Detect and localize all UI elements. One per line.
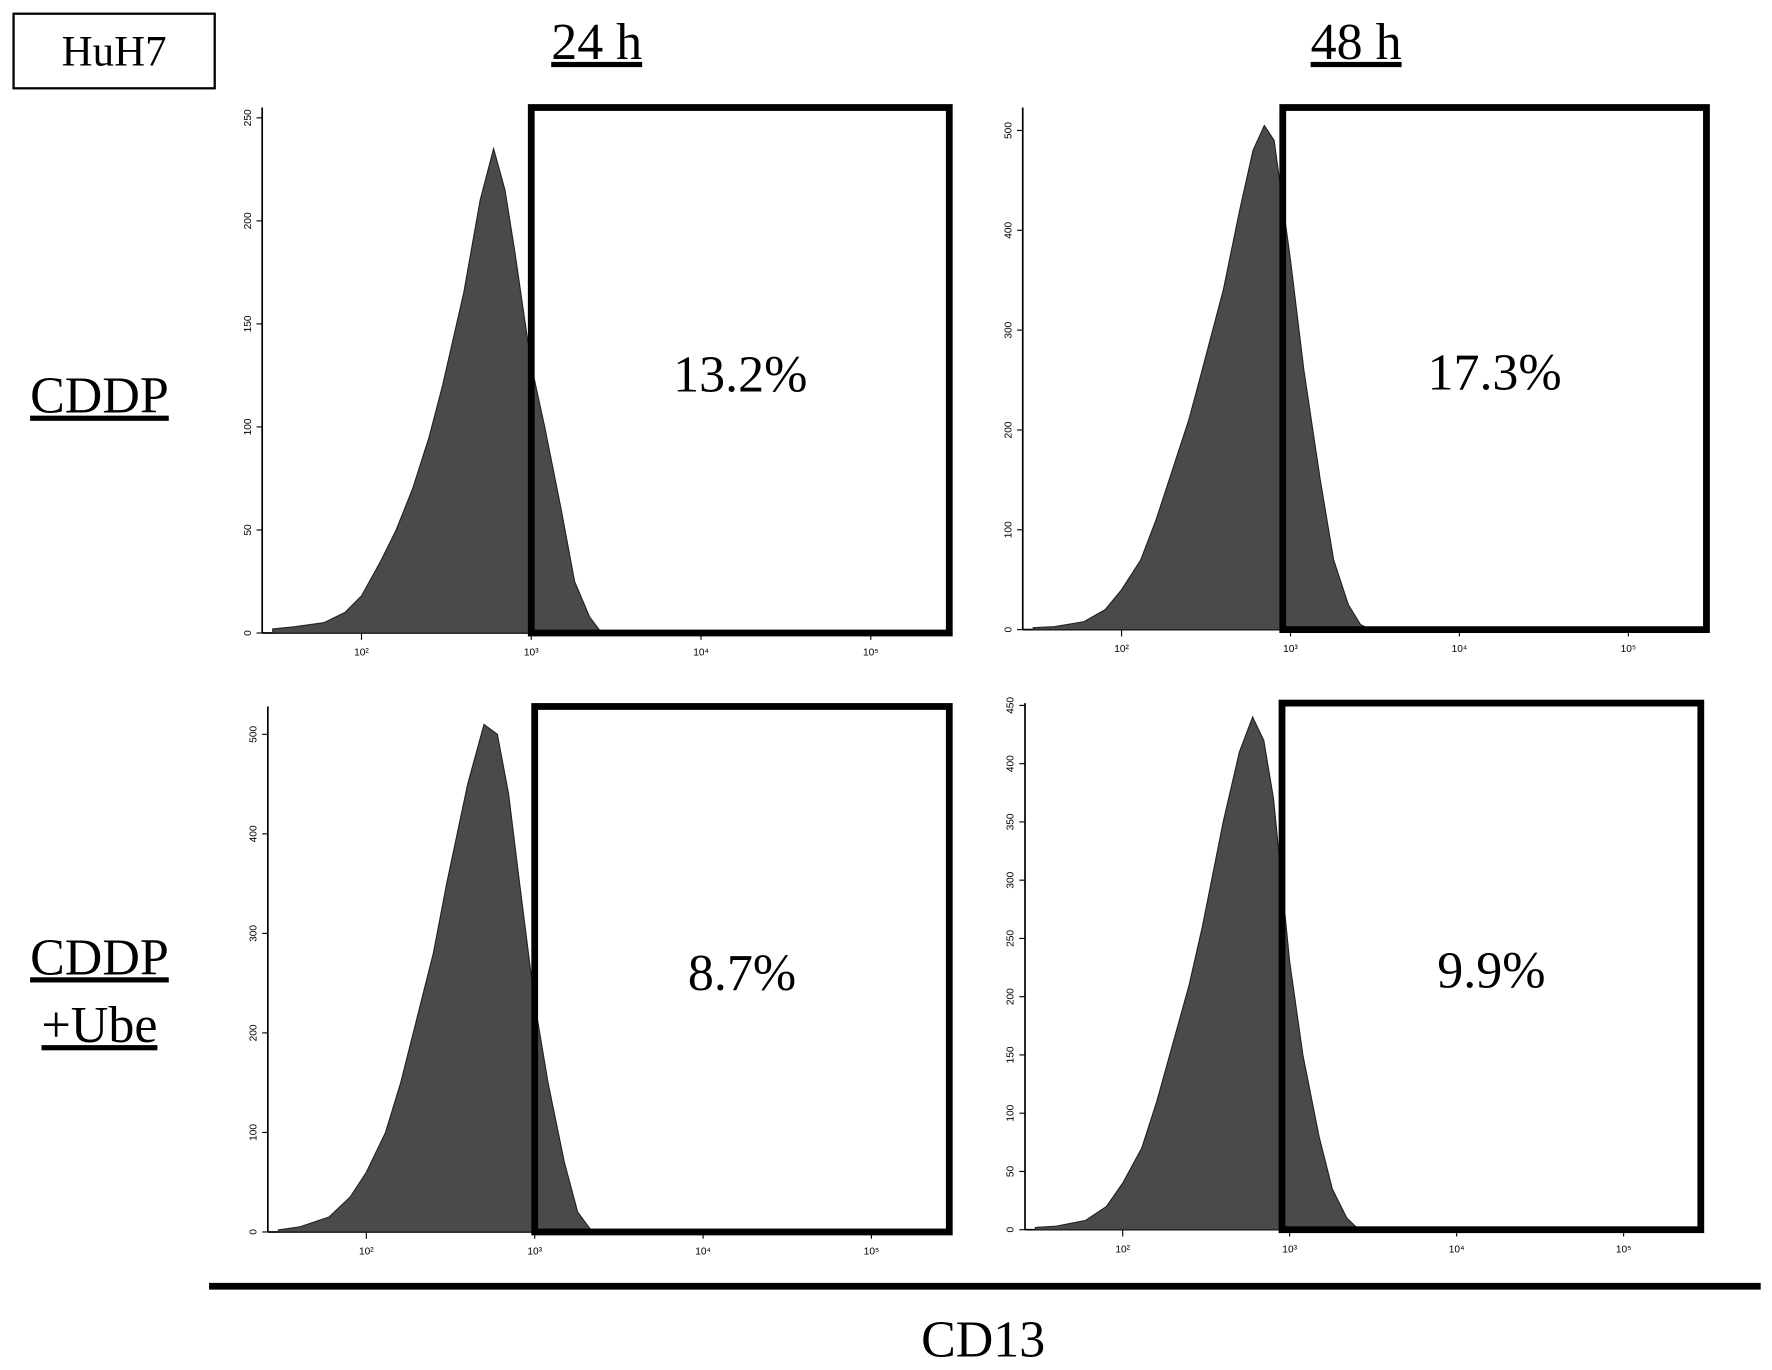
x-tick-label: 10⁴ xyxy=(693,648,709,659)
gate-percentage: 9.9% xyxy=(1437,942,1545,999)
x-tick-label: 10⁴ xyxy=(1452,644,1468,655)
x-tick-label: 10² xyxy=(359,1247,374,1258)
x-tick-label: 10⁴ xyxy=(1449,1244,1465,1255)
y-tick-label: 350 xyxy=(1006,813,1017,830)
x-tick-label: 10⁴ xyxy=(695,1247,711,1258)
x-tick-label: 10⁵ xyxy=(864,1247,880,1258)
histogram xyxy=(1032,124,1372,631)
x-tick-label: 10³ xyxy=(527,1247,542,1258)
x-tick-label: 10² xyxy=(354,648,369,659)
y-tick-label: 300 xyxy=(1006,871,1017,888)
gate xyxy=(531,703,953,1236)
y-tick-label: 50 xyxy=(243,524,254,536)
y-tick-label: 150 xyxy=(1006,1046,1017,1063)
row-label: CDDP xyxy=(30,929,169,986)
gate xyxy=(527,104,953,637)
histogram xyxy=(1034,715,1361,1231)
gate xyxy=(1279,104,1710,634)
column-title: 48 h xyxy=(1311,14,1402,71)
y-tick-label: 300 xyxy=(249,925,260,942)
y-tick-label: 100 xyxy=(1006,1104,1017,1121)
y-tick-label: 0 xyxy=(249,1229,260,1235)
histogram xyxy=(277,723,594,1233)
label-box xyxy=(12,12,216,90)
column-title: 24 h xyxy=(551,14,642,71)
y-tick-label: 100 xyxy=(243,418,254,435)
cell-label: HuH7 xyxy=(62,29,167,76)
y-tick-label: 100 xyxy=(249,1124,260,1141)
y-tick-label: 300 xyxy=(1003,321,1014,338)
y-tick-label: 200 xyxy=(243,212,254,229)
y-tick-label: 200 xyxy=(1006,988,1017,1005)
x-tick-label: 10⁵ xyxy=(863,648,879,659)
y-tick-label: 100 xyxy=(1003,521,1014,538)
y-tick-label: 250 xyxy=(243,109,254,126)
x-tick-label: 10³ xyxy=(1282,1244,1297,1255)
x-tick-label: 10³ xyxy=(524,648,539,659)
x-tick-label: 10² xyxy=(1114,644,1129,655)
y-tick-label: 50 xyxy=(1006,1165,1017,1177)
histogram xyxy=(272,146,603,634)
gate xyxy=(1278,699,1705,1234)
y-tick-label: 200 xyxy=(1003,421,1014,438)
y-tick-label: 150 xyxy=(243,315,254,332)
y-tick-label: 250 xyxy=(1006,930,1017,947)
x-tick-label: 10³ xyxy=(1283,644,1298,655)
y-tick-label: 500 xyxy=(1003,122,1014,139)
x-tick-label: 10⁵ xyxy=(1616,1244,1632,1255)
x-axis-label: CD13 xyxy=(921,1311,1045,1368)
y-tick-label: 400 xyxy=(249,825,260,842)
y-tick-label: 400 xyxy=(1006,755,1017,772)
x-tick-label: 10² xyxy=(1115,1244,1130,1255)
x-tick-label: 10⁵ xyxy=(1621,644,1637,655)
y-tick-label: 0 xyxy=(1006,1227,1017,1233)
gate-percentage: 8.7% xyxy=(688,945,796,1002)
y-tick-label: 0 xyxy=(1003,626,1014,632)
y-tick-label: 200 xyxy=(249,1024,260,1041)
y-tick-label: 450 xyxy=(1006,697,1017,714)
gate-percentage: 13.2% xyxy=(673,346,807,403)
y-tick-label: 400 xyxy=(1003,221,1014,238)
y-tick-label: 0 xyxy=(243,630,254,636)
row-label: CDDP xyxy=(30,368,169,425)
row-label: +Ube xyxy=(42,997,158,1054)
gate-percentage: 17.3% xyxy=(1427,344,1561,401)
y-tick-label: 500 xyxy=(249,726,260,743)
